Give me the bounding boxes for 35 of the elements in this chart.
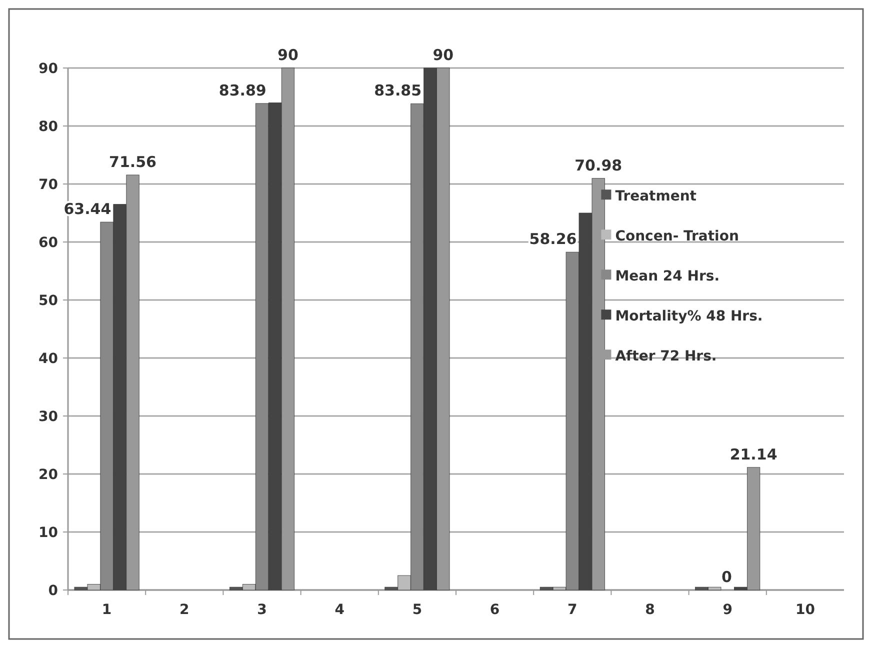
x-tick-label: 8: [645, 602, 655, 618]
y-tick-label: 50: [38, 292, 58, 309]
data-label: 90: [278, 46, 298, 64]
legend-label: Mean 24 Hrs.: [615, 268, 720, 284]
data-label: 71.56: [109, 152, 156, 171]
y-tick-label: 60: [38, 234, 58, 251]
x-tick-label: 1: [102, 602, 112, 618]
y-tick-label: 20: [38, 466, 58, 483]
data-label: 83.89: [218, 81, 266, 100]
x-tick-label: 4: [334, 602, 345, 618]
legend-label: Treatment: [615, 188, 697, 204]
y-tick-label: 30: [38, 408, 58, 425]
x-tick-label: 2: [180, 602, 190, 618]
x-tick-label: 6: [490, 602, 500, 618]
data-label: 21.14: [730, 445, 778, 464]
data-label: 63.44: [64, 200, 112, 218]
y-tick-label: 90: [38, 60, 58, 77]
y-tick-label: 0: [48, 582, 58, 599]
x-tick-label: 7: [568, 602, 578, 618]
y-tick-label: 40: [38, 350, 58, 367]
legend-label: After 72 Hrs.: [615, 348, 717, 364]
data-label: 58.26: [529, 230, 577, 248]
data-label: 90: [432, 46, 454, 64]
data-label: 0: [722, 568, 732, 586]
legend-label: Concen- Tration: [615, 228, 739, 244]
y-tick-label: 80: [38, 118, 58, 135]
x-tick-label: 3: [257, 602, 267, 618]
data-label: 70.98: [574, 156, 622, 174]
x-tick-label: 10: [795, 602, 816, 618]
legend-label: Mortality% 48 Hrs.: [615, 308, 763, 324]
x-tick-label: 5: [412, 602, 422, 618]
y-tick-label: 70: [38, 176, 58, 193]
data-label: 83.85: [374, 82, 422, 100]
x-tick-label: 9: [722, 602, 732, 618]
y-tick-label: 10: [38, 524, 58, 541]
